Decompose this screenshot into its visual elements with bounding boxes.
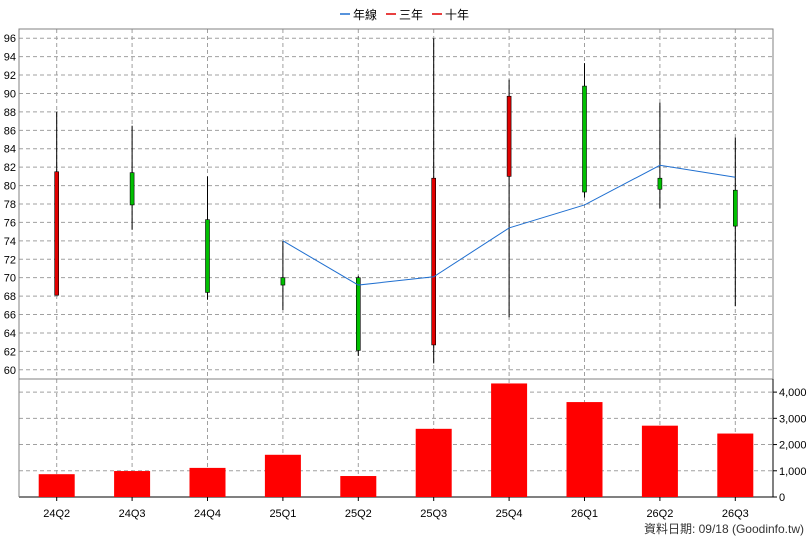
volume-axis: 0 1,000 2,000 3,000 4,000 bbox=[773, 387, 807, 504]
candle-body bbox=[206, 220, 210, 293]
volume-bar bbox=[190, 468, 226, 497]
price-tick-label: 96 bbox=[4, 33, 16, 45]
volume-bar bbox=[717, 434, 753, 497]
volume-bar bbox=[567, 402, 603, 497]
price-tick-label: 90 bbox=[4, 88, 16, 100]
volume-bar bbox=[416, 429, 452, 497]
candle-body bbox=[356, 278, 360, 351]
price-tick-label: 66 bbox=[4, 310, 16, 322]
price-tick-label: 64 bbox=[4, 328, 16, 340]
chart-legend: 年線 三年 十年 bbox=[340, 7, 469, 22]
x-tick-label: 26Q2 bbox=[646, 508, 673, 520]
x-tick-label: 25Q4 bbox=[496, 508, 523, 520]
candle-body bbox=[733, 190, 737, 226]
volume-tick-label: 1,000 bbox=[779, 466, 807, 478]
volume-bar bbox=[642, 426, 678, 497]
x-axis: 24Q2 24Q3 24Q4 25Q1 25Q2 25Q3 25Q4 26Q1 26Q2 26Q3 bbox=[43, 497, 749, 520]
candle-body bbox=[55, 172, 59, 295]
price-tick-label: 70 bbox=[4, 273, 16, 285]
candle-body bbox=[583, 86, 587, 192]
legend-label-10yr: 十年 bbox=[445, 8, 469, 22]
data-date-footer: 資料日期: 09/18 (Goodinfo.tw) bbox=[644, 520, 804, 537]
price-axis: 60 62 64 66 68 70 72 74 76 78 80 82 84 86 88 90 92 94 96 bbox=[4, 33, 16, 377]
volume-tick-label: 4,000 bbox=[779, 387, 807, 399]
legend-label-3yr: 三年 bbox=[399, 8, 423, 22]
x-tick-label: 26Q3 bbox=[722, 508, 749, 520]
price-tick-label: 74 bbox=[4, 236, 16, 248]
volume-bar bbox=[340, 476, 376, 497]
volume-tick-label: 2,000 bbox=[779, 440, 807, 452]
price-tick-label: 86 bbox=[4, 125, 16, 137]
volume-bar bbox=[491, 383, 527, 497]
x-tick-label: 24Q3 bbox=[119, 508, 146, 520]
candle-body bbox=[432, 178, 436, 345]
candle-body bbox=[130, 173, 134, 205]
volume-bar bbox=[114, 471, 150, 497]
x-tick-label: 26Q1 bbox=[571, 508, 598, 520]
price-tick-label: 94 bbox=[4, 52, 16, 64]
candle-body bbox=[281, 278, 285, 285]
price-tick-label: 78 bbox=[4, 199, 16, 211]
price-tick-label: 72 bbox=[4, 254, 16, 266]
x-tick-label: 25Q3 bbox=[420, 508, 447, 520]
candle-body bbox=[507, 96, 511, 176]
x-tick-label: 24Q4 bbox=[194, 508, 221, 520]
legend-label-annual: 年線 bbox=[353, 7, 377, 22]
volume-bar bbox=[39, 474, 75, 497]
x-tick-label: 25Q2 bbox=[345, 508, 372, 520]
price-tick-label: 80 bbox=[4, 181, 16, 193]
volume-bar bbox=[265, 455, 301, 497]
candle-body bbox=[658, 178, 662, 189]
price-tick-label: 76 bbox=[4, 217, 16, 229]
volume-tick-label: 3,000 bbox=[779, 413, 807, 425]
price-tick-label: 92 bbox=[4, 70, 16, 82]
x-tick-label: 25Q1 bbox=[269, 508, 296, 520]
price-tick-label: 60 bbox=[4, 365, 16, 377]
price-tick-label: 84 bbox=[4, 144, 16, 156]
price-tick-label: 68 bbox=[4, 291, 16, 303]
x-tick-label: 24Q2 bbox=[43, 508, 70, 520]
candles bbox=[55, 38, 738, 363]
price-tick-label: 62 bbox=[4, 346, 16, 358]
volume-bars bbox=[39, 383, 754, 497]
volume-tick-label: 0 bbox=[779, 492, 785, 504]
price-tick-label: 88 bbox=[4, 107, 16, 119]
price-tick-label: 82 bbox=[4, 162, 16, 174]
